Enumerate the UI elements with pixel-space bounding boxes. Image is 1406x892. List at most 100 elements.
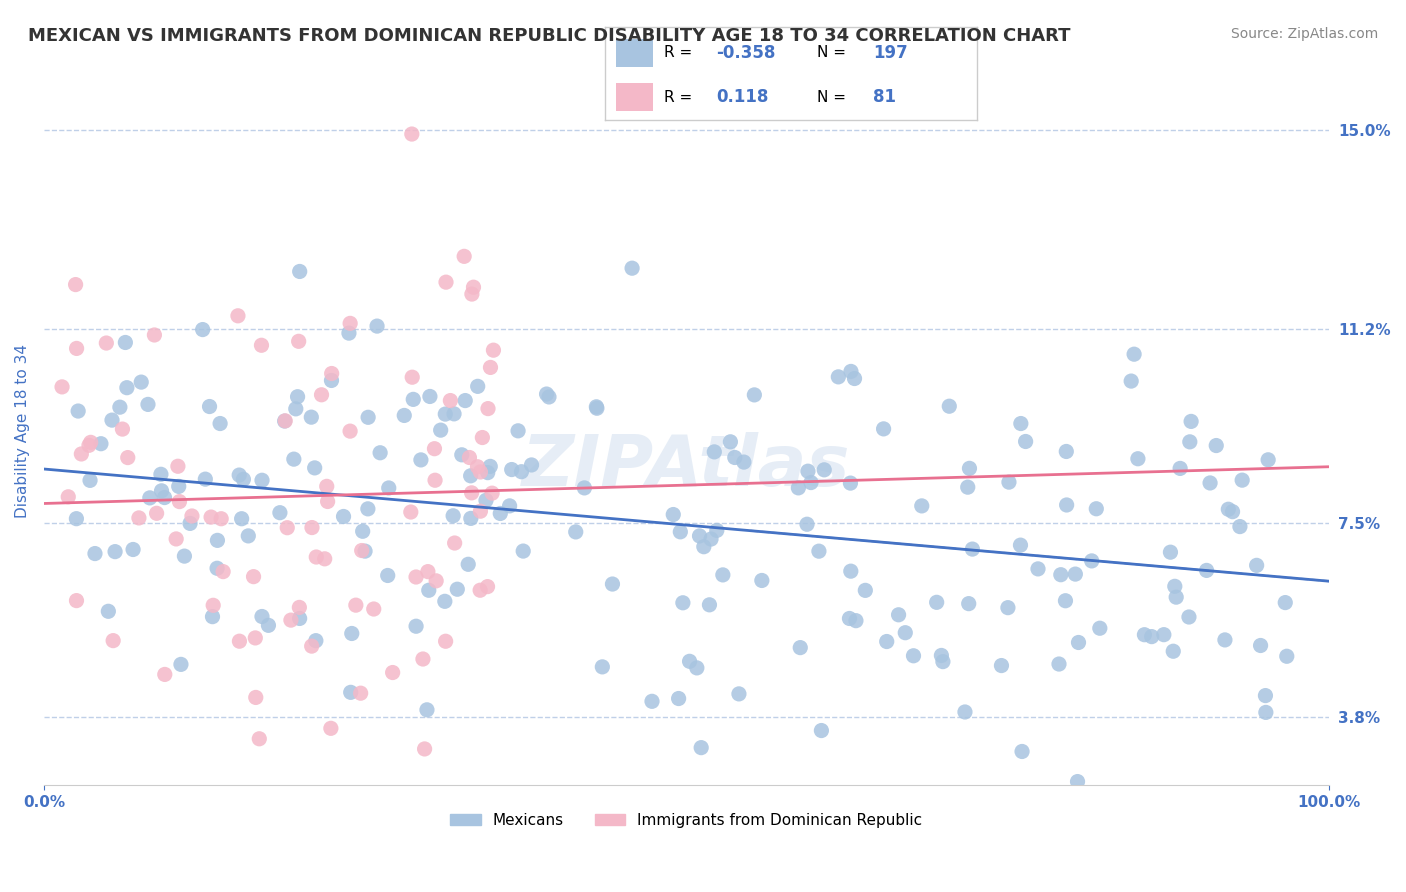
Point xyxy=(700,532,723,546)
Point xyxy=(1159,545,1181,559)
Point xyxy=(1230,473,1253,487)
Point xyxy=(925,595,948,609)
Point xyxy=(1274,596,1296,610)
Point xyxy=(77,438,100,452)
Point xyxy=(1085,501,1108,516)
Point xyxy=(953,705,976,719)
Point xyxy=(470,504,492,518)
Point xyxy=(1126,451,1149,466)
Point xyxy=(311,388,333,402)
Point xyxy=(728,687,751,701)
Point xyxy=(114,335,136,350)
Point xyxy=(321,374,343,388)
Point xyxy=(997,600,1019,615)
Point xyxy=(1121,374,1143,388)
Point xyxy=(1164,579,1187,593)
Point xyxy=(409,453,432,467)
Point xyxy=(1010,417,1032,431)
Point xyxy=(301,520,323,534)
Point xyxy=(1250,639,1272,653)
Point xyxy=(129,375,152,389)
Point xyxy=(1180,414,1202,428)
Point xyxy=(181,508,204,523)
Point xyxy=(315,479,337,493)
Point xyxy=(460,511,482,525)
Point xyxy=(586,401,609,416)
Point xyxy=(273,414,295,428)
Point xyxy=(191,322,214,336)
Point xyxy=(179,516,201,531)
Point xyxy=(245,690,267,705)
Point xyxy=(461,287,484,301)
Point xyxy=(339,424,361,438)
Point xyxy=(416,565,439,579)
Point xyxy=(1140,630,1163,644)
Point xyxy=(117,450,139,465)
Point xyxy=(381,665,404,680)
Point xyxy=(305,633,328,648)
Point xyxy=(1066,774,1088,789)
Point xyxy=(813,463,835,477)
Point xyxy=(111,422,134,436)
Point xyxy=(350,686,373,700)
Point xyxy=(399,505,422,519)
Point xyxy=(167,479,190,493)
Point xyxy=(250,338,273,352)
Point xyxy=(1153,628,1175,642)
Point xyxy=(699,598,721,612)
Point xyxy=(153,667,176,681)
Point xyxy=(287,390,309,404)
Point xyxy=(418,583,440,598)
Point xyxy=(1047,657,1070,671)
Point xyxy=(212,565,235,579)
Point xyxy=(903,648,925,663)
Point xyxy=(887,607,910,622)
Point xyxy=(872,422,894,436)
Point xyxy=(247,731,270,746)
Point xyxy=(1010,538,1032,552)
Text: Source: ZipAtlas.com: Source: ZipAtlas.com xyxy=(1230,27,1378,41)
Point xyxy=(853,583,876,598)
Point xyxy=(1133,628,1156,642)
Point xyxy=(844,371,866,385)
Point xyxy=(405,619,427,633)
Point xyxy=(998,475,1021,490)
Point xyxy=(228,468,250,483)
Point xyxy=(668,691,690,706)
Point xyxy=(377,568,399,582)
Text: N =: N = xyxy=(817,45,851,61)
Point xyxy=(839,364,862,378)
Point xyxy=(787,481,810,495)
Point xyxy=(959,461,981,475)
Point xyxy=(932,655,955,669)
Point xyxy=(304,461,326,475)
Point xyxy=(104,544,127,558)
Point xyxy=(96,336,118,351)
Point xyxy=(165,532,187,546)
Point xyxy=(339,685,361,699)
Point xyxy=(357,410,380,425)
Point xyxy=(807,544,830,558)
Point xyxy=(956,480,979,494)
Point xyxy=(198,400,221,414)
Point xyxy=(319,722,342,736)
Point xyxy=(744,388,766,402)
Point xyxy=(498,499,520,513)
Point xyxy=(288,611,311,625)
Point xyxy=(128,511,150,525)
Point xyxy=(479,360,502,375)
Point xyxy=(143,328,166,343)
Point xyxy=(711,568,734,582)
Point xyxy=(350,543,373,558)
Point xyxy=(274,414,297,428)
Point xyxy=(453,249,475,263)
Point xyxy=(136,397,159,411)
Point xyxy=(463,280,485,294)
Point xyxy=(305,549,328,564)
Point xyxy=(205,561,228,575)
Point xyxy=(477,580,499,594)
Point xyxy=(1178,610,1201,624)
Point xyxy=(412,652,434,666)
Point xyxy=(1229,519,1251,533)
Text: 81: 81 xyxy=(873,88,896,106)
